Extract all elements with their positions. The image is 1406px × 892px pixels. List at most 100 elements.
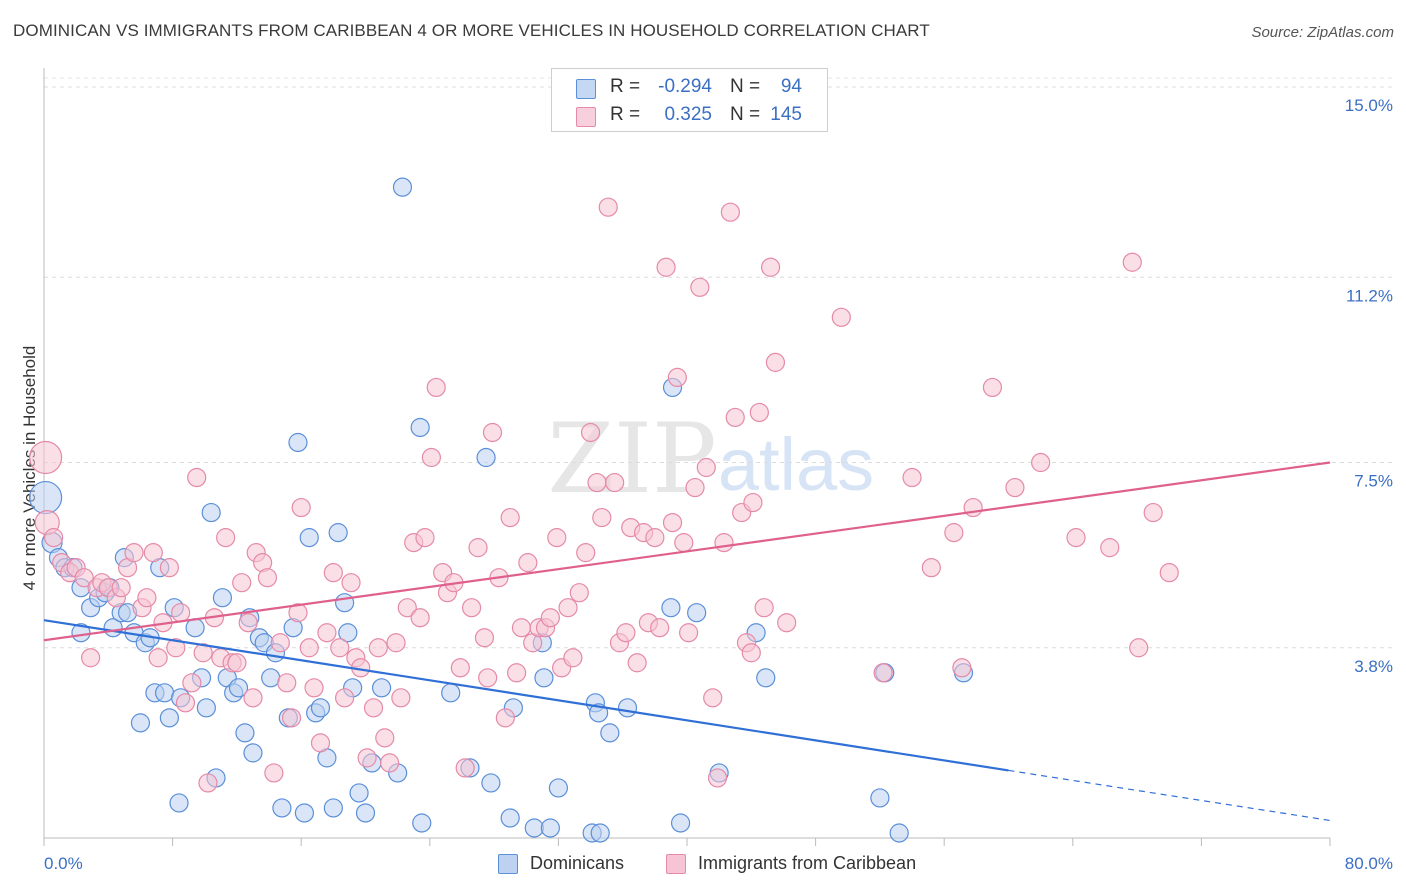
series-legend: Dominicans Immigrants from Caribbean	[0, 852, 1406, 878]
data-point	[661, 598, 681, 618]
data-point	[500, 808, 520, 828]
data-point	[29, 440, 63, 475]
data-point	[415, 528, 435, 548]
y-tick-label: 15.0%	[1345, 96, 1393, 115]
data-point	[1031, 452, 1051, 473]
data-point	[507, 663, 527, 683]
data-point	[341, 573, 361, 593]
data-point	[212, 588, 233, 608]
tick-labels: 3.8% 7.5% 11.2% 15.0% 0.0% 80.0%	[44, 96, 1393, 873]
stats-row-dominicans: R = -0.294 N = 94	[552, 73, 827, 101]
data-point	[166, 638, 186, 658]
data-point	[410, 608, 430, 628]
n-value: 145	[770, 104, 802, 125]
x-tick-label-right: 80.0%	[1345, 854, 1393, 873]
data-point	[368, 638, 388, 658]
data-point	[317, 623, 337, 643]
r-value: 0.325	[664, 104, 712, 125]
n-label: N =	[730, 76, 761, 97]
data-point	[426, 377, 446, 398]
chart-title: DOMINICAN VS IMMIGRANTS FROM CARIBBEAN 4…	[13, 21, 930, 40]
data-point	[534, 668, 554, 688]
data-point	[232, 573, 252, 593]
data-point	[257, 568, 278, 588]
data-point	[569, 583, 589, 603]
data-point	[261, 668, 281, 688]
data-point	[592, 507, 612, 528]
data-point	[450, 658, 470, 678]
trendline-dominicans	[43, 619, 1009, 772]
data-point	[714, 533, 734, 553]
data-point	[474, 628, 495, 648]
data-point	[143, 543, 163, 563]
data-point	[193, 643, 213, 663]
data-point	[1143, 502, 1163, 523]
data-point	[600, 723, 620, 743]
data-point	[741, 643, 761, 663]
data-point	[71, 623, 91, 643]
data-point	[687, 603, 707, 623]
data-point	[148, 648, 168, 668]
data-point	[725, 407, 745, 428]
data-point	[288, 603, 308, 623]
data-point	[243, 743, 263, 763]
data-point	[478, 668, 498, 688]
data-point	[294, 803, 315, 823]
data-point	[338, 623, 358, 643]
data-point	[355, 803, 376, 823]
data-point	[670, 813, 691, 833]
data-point	[679, 623, 699, 643]
data-point	[952, 658, 972, 678]
data-point	[1159, 563, 1179, 583]
data-point	[650, 618, 670, 638]
data-point	[831, 307, 851, 327]
n-label: N =	[730, 104, 761, 125]
data-point	[1129, 638, 1149, 658]
data-point	[81, 648, 101, 668]
legend-swatch-caribbean	[666, 854, 686, 874]
data-point	[185, 618, 205, 638]
data-point	[548, 778, 569, 798]
data-point	[277, 673, 297, 693]
r-value: -0.294	[658, 76, 712, 97]
data-point	[29, 480, 63, 515]
data-point	[375, 728, 395, 748]
data-point	[963, 497, 983, 518]
stats-row-caribbean: R = 0.325 N = 145	[552, 101, 827, 129]
data-point	[656, 257, 676, 277]
trend-lines	[43, 461, 1331, 822]
data-point	[182, 673, 202, 693]
trendline-caribbean	[43, 461, 1331, 642]
trendline-dominicans-extension	[1008, 769, 1331, 822]
data-point	[685, 477, 705, 498]
data-point	[243, 688, 263, 708]
data-point	[235, 723, 255, 743]
data-point	[605, 472, 625, 493]
data-point	[363, 698, 384, 718]
data-point	[743, 492, 763, 513]
data-point	[44, 528, 64, 548]
data-point	[873, 663, 893, 683]
data-point	[349, 783, 369, 803]
legend-label-dominicans: Dominicans	[530, 853, 625, 873]
data-point	[386, 633, 406, 653]
data-point	[540, 608, 560, 628]
data-point	[756, 668, 776, 688]
data-point	[461, 598, 482, 618]
data-point	[500, 507, 520, 528]
data-point	[558, 598, 578, 618]
data-point	[288, 432, 308, 453]
data-point	[662, 512, 683, 533]
data-point	[468, 538, 488, 558]
data-point	[196, 698, 216, 718]
data-point	[441, 683, 461, 703]
data-point	[198, 773, 218, 793]
data-point	[590, 823, 610, 843]
data-point	[272, 798, 292, 818]
data-point	[749, 402, 769, 423]
data-point	[982, 377, 1003, 398]
data-point	[495, 708, 515, 728]
data-point	[323, 798, 343, 818]
data-point	[944, 523, 964, 543]
data-point	[281, 708, 302, 728]
